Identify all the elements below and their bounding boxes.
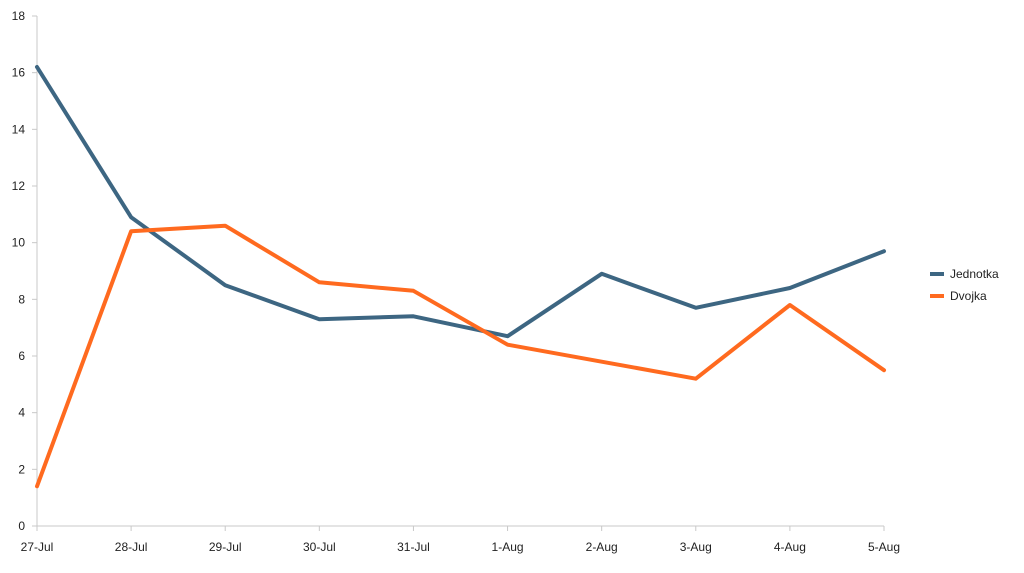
y-tick-label: 0: [18, 519, 25, 533]
x-tick-label: 1-Aug: [492, 540, 524, 554]
series-lines: [35, 65, 886, 489]
x-tick-label: 2-Aug: [586, 540, 618, 554]
y-tick-label: 14: [12, 122, 26, 136]
y-tick-label: 12: [12, 179, 26, 193]
x-tick-label: 4-Aug: [774, 540, 806, 554]
x-tick-label: 30-Jul: [303, 540, 336, 554]
y-tick-label: 16: [12, 66, 26, 80]
x-tick-label: 29-Jul: [209, 540, 242, 554]
x-tick-label: 5-Aug: [868, 540, 900, 554]
y-tick-label: 18: [12, 9, 26, 23]
legend-label: Dvojka: [950, 289, 987, 303]
x-axis-ticks: 27-Jul 28-Jul 29-Jul 30-Jul 31-Jul 1-Aug 2-Aug…: [21, 526, 900, 554]
series-line-jednotka: [35, 65, 886, 339]
legend: Jednotka Dvojka: [930, 267, 999, 303]
y-tick-label: 4: [18, 406, 25, 420]
y-tick-label: 2: [18, 462, 25, 476]
y-tick-label: 6: [18, 349, 25, 363]
y-tick-label: 10: [12, 236, 26, 250]
series-line-dvojka: [35, 223, 886, 489]
x-tick-label: 3-Aug: [680, 540, 712, 554]
x-tick-label: 28-Jul: [115, 540, 148, 554]
y-axis-ticks: 0 2 4 6 8 10 12 14 16 18: [12, 9, 37, 533]
x-tick-label: 31-Jul: [397, 540, 430, 554]
legend-label: Jednotka: [950, 267, 999, 281]
y-tick-label: 8: [18, 292, 25, 306]
x-tick-label: 27-Jul: [21, 540, 54, 554]
axes: [36, 16, 884, 527]
